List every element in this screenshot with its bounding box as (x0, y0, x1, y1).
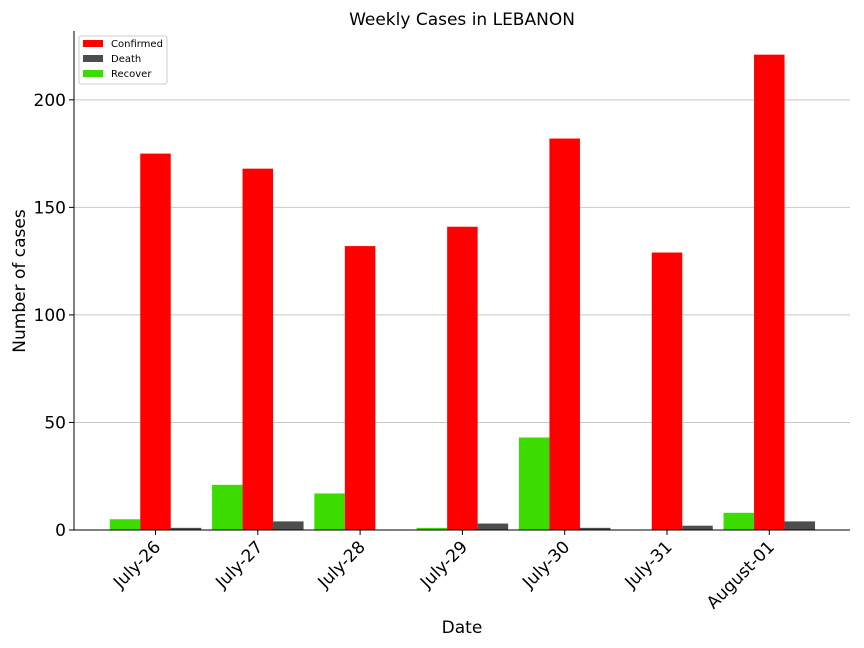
bar-death-august-01 (784, 521, 816, 530)
x-tick-label-july-28: July-28 (314, 537, 370, 593)
y-tick-label-150: 150 (34, 198, 66, 218)
bar-recover-july-26 (109, 519, 141, 530)
bar-recover-july-28 (314, 493, 345, 530)
bar-confirmed-july-29 (447, 226, 478, 530)
y-tick-labels: 0 50 100 150 200 (34, 91, 74, 541)
x-tick-labels: July-26 July-27 July-28 July-29 July-30 July-… (109, 530, 779, 613)
bar-death-july-27 (273, 521, 304, 530)
bar-confirmed-july-27 (242, 168, 274, 531)
y-tick-label-200: 200 (34, 91, 66, 111)
bar-death-july-31 (682, 525, 713, 530)
x-tick-label-july-29: July-29 (416, 537, 472, 593)
bar-recover-july-27 (212, 484, 243, 530)
y-axis-label: Number of cases (10, 209, 30, 353)
bars (109, 54, 816, 531)
x-tick-label-july-27: July-27 (211, 537, 267, 593)
bar-recover-july-29 (416, 527, 448, 530)
legend-swatch-recover (83, 70, 103, 77)
legend: Confirmed Death Recover (78, 35, 168, 85)
x-tick-label-july-31: July-31 (621, 537, 677, 593)
y-tick-label-50: 50 (44, 413, 66, 433)
bar-confirmed-july-28 (344, 246, 376, 530)
y-tick-label-0: 0 (55, 521, 66, 541)
bar-recover-july-30 (518, 437, 550, 530)
legend-label-death: Death (111, 54, 141, 65)
legend-label-recover: Recover (111, 69, 152, 80)
x-tick-label-august-01: August-01 (703, 537, 779, 613)
x-axis-label: Date (442, 618, 483, 638)
bar-confirmed-july-26 (140, 153, 171, 531)
bar-death-july-29 (477, 523, 509, 530)
x-tick-label-july-30: July-30 (518, 537, 574, 593)
legend-swatch-death (83, 55, 103, 62)
x-tick-label-july-26: July-26 (109, 537, 165, 593)
chart-title: Weekly Cases in LEBANON (349, 10, 575, 30)
bar-confirmed-july-30 (549, 138, 580, 531)
y-tick-label-100: 100 (34, 306, 66, 326)
bar-confirmed-august-01 (754, 54, 785, 530)
bar-recover-august-01 (723, 512, 755, 530)
bar-death-july-30 (579, 527, 611, 530)
legend-label-confirmed: Confirmed (111, 39, 163, 50)
bar-confirmed-july-31 (651, 252, 683, 530)
legend-swatch-confirmed (83, 40, 103, 47)
bar-death-july-26 (170, 527, 202, 530)
